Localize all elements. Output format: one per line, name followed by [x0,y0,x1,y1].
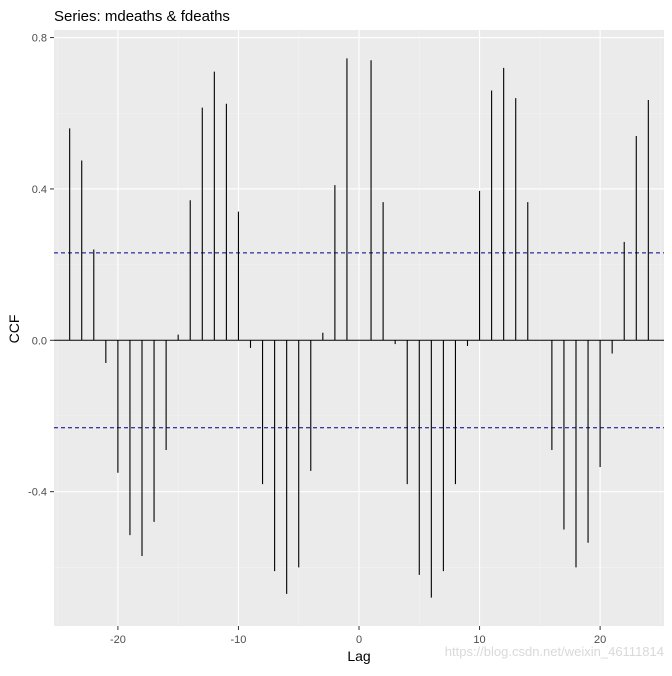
y-tick-label: 0.0 [32,335,47,347]
confidence-bounds [54,252,664,429]
x-tick-label: 20 [594,634,606,646]
ccf-bars [69,58,649,598]
x-tick-label: -20 [110,634,126,646]
y-tick-label: -0.4 [28,487,47,499]
chart-title: Series: mdeaths & fdeaths [54,8,230,25]
x-tick-label: 0 [356,634,362,646]
watermark-text: https://blog.csdn.net/weixin_46111814 [445,644,664,659]
y-tick-label: 0.4 [32,184,47,196]
x-tick-label: 10 [473,634,485,646]
y-axis: -0.4 0.0 0.4 0.8 [28,33,54,499]
y-axis-title: CCF [6,315,22,344]
y-tick-label: 0.8 [32,33,47,45]
x-axis: -20 -10 0 10 20 [110,626,606,646]
x-axis-title: Lag [347,648,370,664]
x-tick-label: -10 [230,634,246,646]
